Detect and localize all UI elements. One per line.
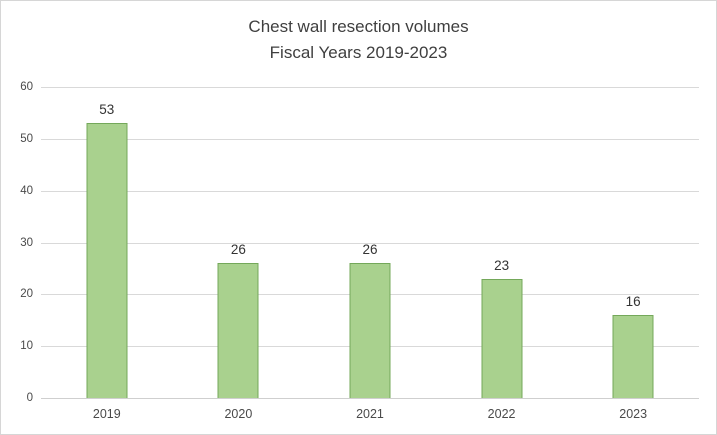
bar-value-label: 53 [99, 102, 115, 118]
y-tick-label: 20 [20, 288, 33, 301]
bar-2022 [481, 278, 523, 398]
bar-slot: 23 2022 [436, 87, 568, 421]
y-tick-label: 50 [20, 132, 33, 145]
bar-slot: 53 2019 [41, 87, 173, 421]
y-tick-label: 0 [26, 392, 33, 404]
y-tick-label: 60 [20, 81, 33, 93]
bar-value-label: 26 [230, 242, 246, 258]
y-tick-label: 30 [20, 236, 33, 249]
x-tick-label: 2022 [487, 407, 516, 421]
bar-2020 [217, 263, 259, 398]
bar-value-label: 16 [625, 294, 641, 310]
x-tick-label: 2023 [619, 407, 648, 421]
bar-value-label: 26 [362, 242, 378, 258]
bar-2021 [349, 263, 391, 398]
chart-title-line1: Chest wall resection volumes [248, 17, 469, 36]
gridline [41, 190, 699, 192]
y-tick-label: 40 [20, 184, 33, 197]
plot-area: 0 10 20 30 40 50 60 53 2019 26 2020 26 2021 23 2022 16… [20, 81, 699, 421]
gridline [41, 87, 699, 88]
chart-title-line2: Fiscal Years 2019-2023 [269, 43, 448, 62]
bar-slot: 26 2021 [304, 87, 436, 421]
bar-value-label: 23 [494, 257, 510, 273]
bar-slot: 16 2023 [567, 87, 699, 421]
x-tick-label: 2019 [92, 407, 121, 421]
bars-layer: 53 2019 26 2020 26 2021 23 2022 16 2023 [41, 87, 699, 421]
gridline [41, 138, 699, 140]
x-tick-label: 2021 [356, 407, 384, 421]
bar-2019 [86, 123, 128, 398]
chart-title: Chest wall resection volumes Fiscal Year… [1, 14, 716, 66]
y-tick-label: 10 [20, 340, 33, 353]
gridline [41, 242, 699, 244]
bar-2023 [612, 315, 654, 398]
x-axis-line [41, 398, 699, 399]
x-tick-label: 2020 [224, 407, 253, 421]
bar-slot: 26 2020 [173, 87, 305, 421]
